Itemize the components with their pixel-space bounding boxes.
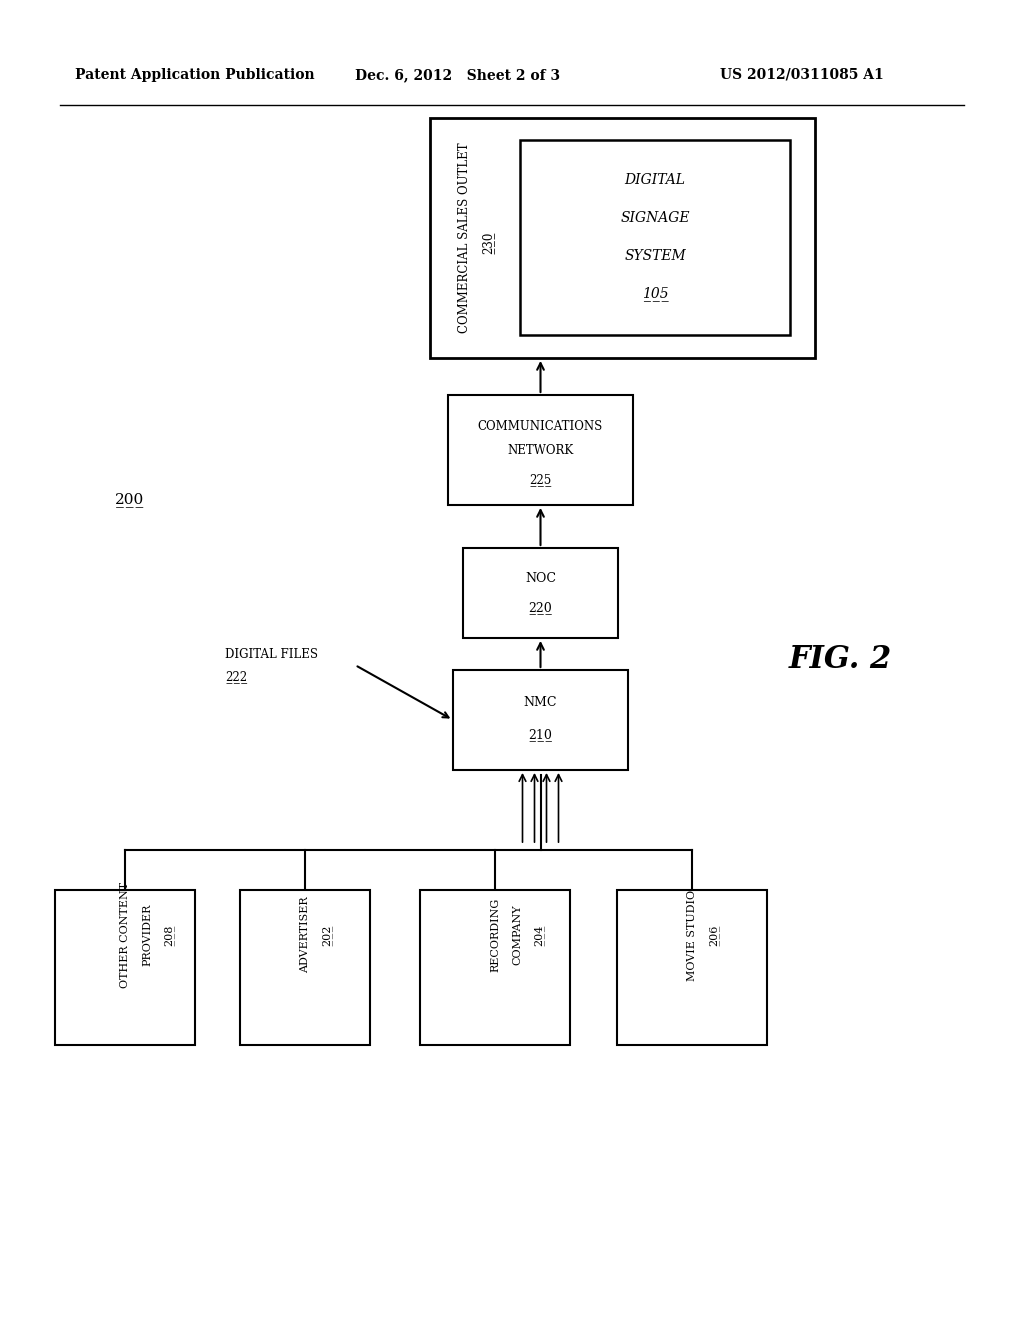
Text: RECORDING: RECORDING bbox=[490, 898, 500, 972]
Text: 2̲0̲4̲: 2̲0̲4̲ bbox=[534, 924, 545, 945]
Text: NOC: NOC bbox=[525, 572, 556, 585]
Text: NMC: NMC bbox=[523, 696, 557, 709]
Bar bbox=[453, 671, 628, 770]
Text: DIGITAL FILES: DIGITAL FILES bbox=[225, 648, 318, 661]
Text: COMPANY: COMPANY bbox=[512, 904, 522, 965]
Text: 2̲0̲0̲: 2̲0̲0̲ bbox=[116, 492, 144, 507]
Text: 2̲0̲2̲: 2̲0̲2̲ bbox=[322, 924, 333, 945]
Text: DIGITAL: DIGITAL bbox=[625, 173, 685, 187]
Text: 2̲2̲5̲: 2̲2̲5̲ bbox=[529, 474, 552, 487]
Text: 2̲0̲8̲: 2̲0̲8̲ bbox=[164, 924, 174, 945]
Text: 1̲0̲5̲: 1̲0̲5̲ bbox=[642, 286, 669, 301]
Text: US 2012/0311085 A1: US 2012/0311085 A1 bbox=[720, 69, 884, 82]
Bar bbox=[463, 548, 618, 638]
Text: Patent Application Publication: Patent Application Publication bbox=[75, 69, 314, 82]
Text: COMMERCIAL SALES OUTLET: COMMERCIAL SALES OUTLET bbox=[459, 143, 471, 334]
Text: FIG. 2: FIG. 2 bbox=[788, 644, 892, 676]
Text: 2̲2̲2̲: 2̲2̲2̲ bbox=[225, 671, 247, 684]
Bar bbox=[240, 890, 370, 1045]
Text: 2̲2̲0̲: 2̲2̲0̲ bbox=[528, 602, 552, 615]
Text: SYSTEM: SYSTEM bbox=[624, 249, 686, 263]
Bar bbox=[420, 890, 570, 1045]
Text: COMMUNICATIONS: COMMUNICATIONS bbox=[478, 421, 603, 433]
Bar bbox=[617, 890, 767, 1045]
Text: OTHER CONTENT: OTHER CONTENT bbox=[120, 882, 130, 989]
Text: PROVIDER: PROVIDER bbox=[142, 904, 152, 966]
Bar bbox=[449, 395, 633, 506]
Bar bbox=[520, 140, 790, 335]
Text: ADVERTISER: ADVERTISER bbox=[300, 896, 310, 973]
Text: Dec. 6, 2012   Sheet 2 of 3: Dec. 6, 2012 Sheet 2 of 3 bbox=[355, 69, 560, 82]
Text: SIGNAGE: SIGNAGE bbox=[621, 211, 690, 224]
Text: 2̲3̲0̲: 2̲3̲0̲ bbox=[481, 232, 495, 255]
Text: NETWORK: NETWORK bbox=[507, 444, 573, 457]
Text: 2̲1̲0̲: 2̲1̲0̲ bbox=[528, 729, 552, 742]
Text: MOVIE STUDIO: MOVIE STUDIO bbox=[687, 890, 697, 981]
Bar bbox=[55, 890, 195, 1045]
Text: 2̲0̲6̲: 2̲0̲6̲ bbox=[709, 924, 719, 945]
Bar bbox=[430, 117, 815, 358]
